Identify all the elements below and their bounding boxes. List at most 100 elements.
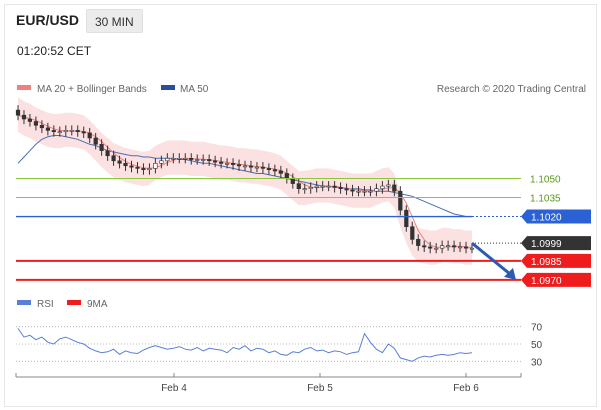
pivot-tag-label: 1.1020	[531, 213, 562, 224]
candle	[177, 153, 182, 164]
last-price-tag	[521, 236, 591, 251]
candle-body	[338, 187, 343, 189]
candle	[45, 122, 50, 136]
candle-body	[75, 130, 80, 132]
candle	[213, 155, 218, 168]
candle-body	[278, 170, 283, 174]
candle	[439, 240, 445, 254]
candle-body	[386, 184, 391, 187]
symbol-title: EUR/USD	[16, 12, 80, 28]
rsi-line	[17, 328, 473, 362]
candle-body	[356, 190, 361, 193]
credit: Research © 2020 Trading Central	[437, 84, 586, 95]
candle	[129, 160, 134, 173]
candle-body	[374, 188, 379, 192]
candle	[195, 154, 200, 165]
resistance-label: 1.1035	[530, 194, 561, 205]
candle-body	[105, 150, 110, 157]
support-tag	[521, 253, 591, 268]
candle-body	[81, 131, 86, 134]
candle	[320, 181, 325, 192]
candle-body	[111, 155, 116, 162]
candle	[344, 183, 349, 195]
candle	[350, 184, 355, 197]
candle-body	[272, 169, 278, 172]
candle-body	[147, 168, 152, 170]
candle	[260, 162, 266, 174]
candle	[117, 155, 122, 169]
candle	[87, 127, 92, 144]
candle-body	[159, 160, 164, 164]
candle	[362, 186, 367, 197]
candle-body	[183, 158, 188, 160]
candle-body	[302, 188, 307, 190]
candle	[434, 243, 439, 254]
candle-body	[21, 114, 27, 120]
candle-body	[362, 190, 367, 193]
candle	[398, 186, 403, 216]
candle	[248, 160, 254, 173]
candle	[302, 183, 307, 194]
candle	[266, 163, 272, 175]
candle	[165, 153, 170, 166]
level-lines: 1.1050 1.1035 1.1020 1.0999 1.0985 1.0970	[16, 175, 591, 287]
candle	[457, 241, 463, 252]
candle	[141, 163, 146, 175]
candle	[219, 157, 224, 169]
candle	[105, 145, 110, 161]
support-tag-label: 1.0985	[531, 257, 562, 268]
support-tag-label: 1.0970	[531, 276, 562, 287]
candle	[21, 110, 27, 125]
candle-body	[27, 118, 33, 122]
candle-body	[177, 158, 182, 160]
candle	[386, 179, 391, 192]
candle	[51, 125, 56, 137]
candle	[15, 105, 21, 121]
candle	[225, 158, 230, 169]
candle-body	[39, 125, 44, 129]
candle-body	[51, 130, 56, 132]
ma20-swatch	[17, 85, 31, 90]
candle	[171, 153, 176, 164]
candle	[183, 153, 188, 164]
x-tick-label: Feb 6	[453, 383, 479, 394]
candle-body	[57, 131, 62, 133]
candle-body	[314, 185, 319, 188]
timeframe-button[interactable]: 30 MIN	[86, 9, 143, 33]
candle-body	[422, 245, 427, 248]
candle	[135, 162, 140, 174]
support-tag	[521, 272, 591, 287]
candle	[254, 162, 260, 173]
candle-body	[63, 130, 68, 132]
projection-arrow-shaft	[471, 241, 512, 277]
candle-body	[332, 185, 337, 188]
chart-frame	[4, 4, 597, 407]
candle-body	[135, 166, 140, 169]
candle	[93, 132, 98, 150]
candle-body	[457, 246, 463, 249]
candle-body	[320, 185, 325, 188]
last-price-tag-label: 1.0999	[531, 239, 562, 250]
resistance-label: 1.1050	[530, 175, 561, 186]
candle-body	[308, 187, 313, 189]
candle	[99, 139, 104, 156]
candle	[356, 186, 361, 197]
candle	[231, 158, 236, 170]
candle	[57, 126, 62, 137]
rsi-tick-label: 70	[531, 323, 543, 334]
candle-body	[451, 245, 457, 248]
candle-body	[290, 178, 295, 184]
projection-arrowhead	[504, 267, 516, 280]
x-axis-labels: Feb 4 Feb 5 Feb 6	[15, 373, 522, 394]
candle	[111, 150, 116, 166]
candle	[338, 182, 343, 194]
candle	[153, 158, 158, 174]
candle	[392, 179, 397, 197]
ma50-swatch	[161, 85, 175, 90]
x-tick-label: Feb 4	[161, 383, 187, 394]
legend-rsi: RSI	[37, 299, 54, 310]
candle	[207, 154, 212, 166]
candle-body	[171, 158, 176, 160]
candle-body	[284, 173, 289, 179]
